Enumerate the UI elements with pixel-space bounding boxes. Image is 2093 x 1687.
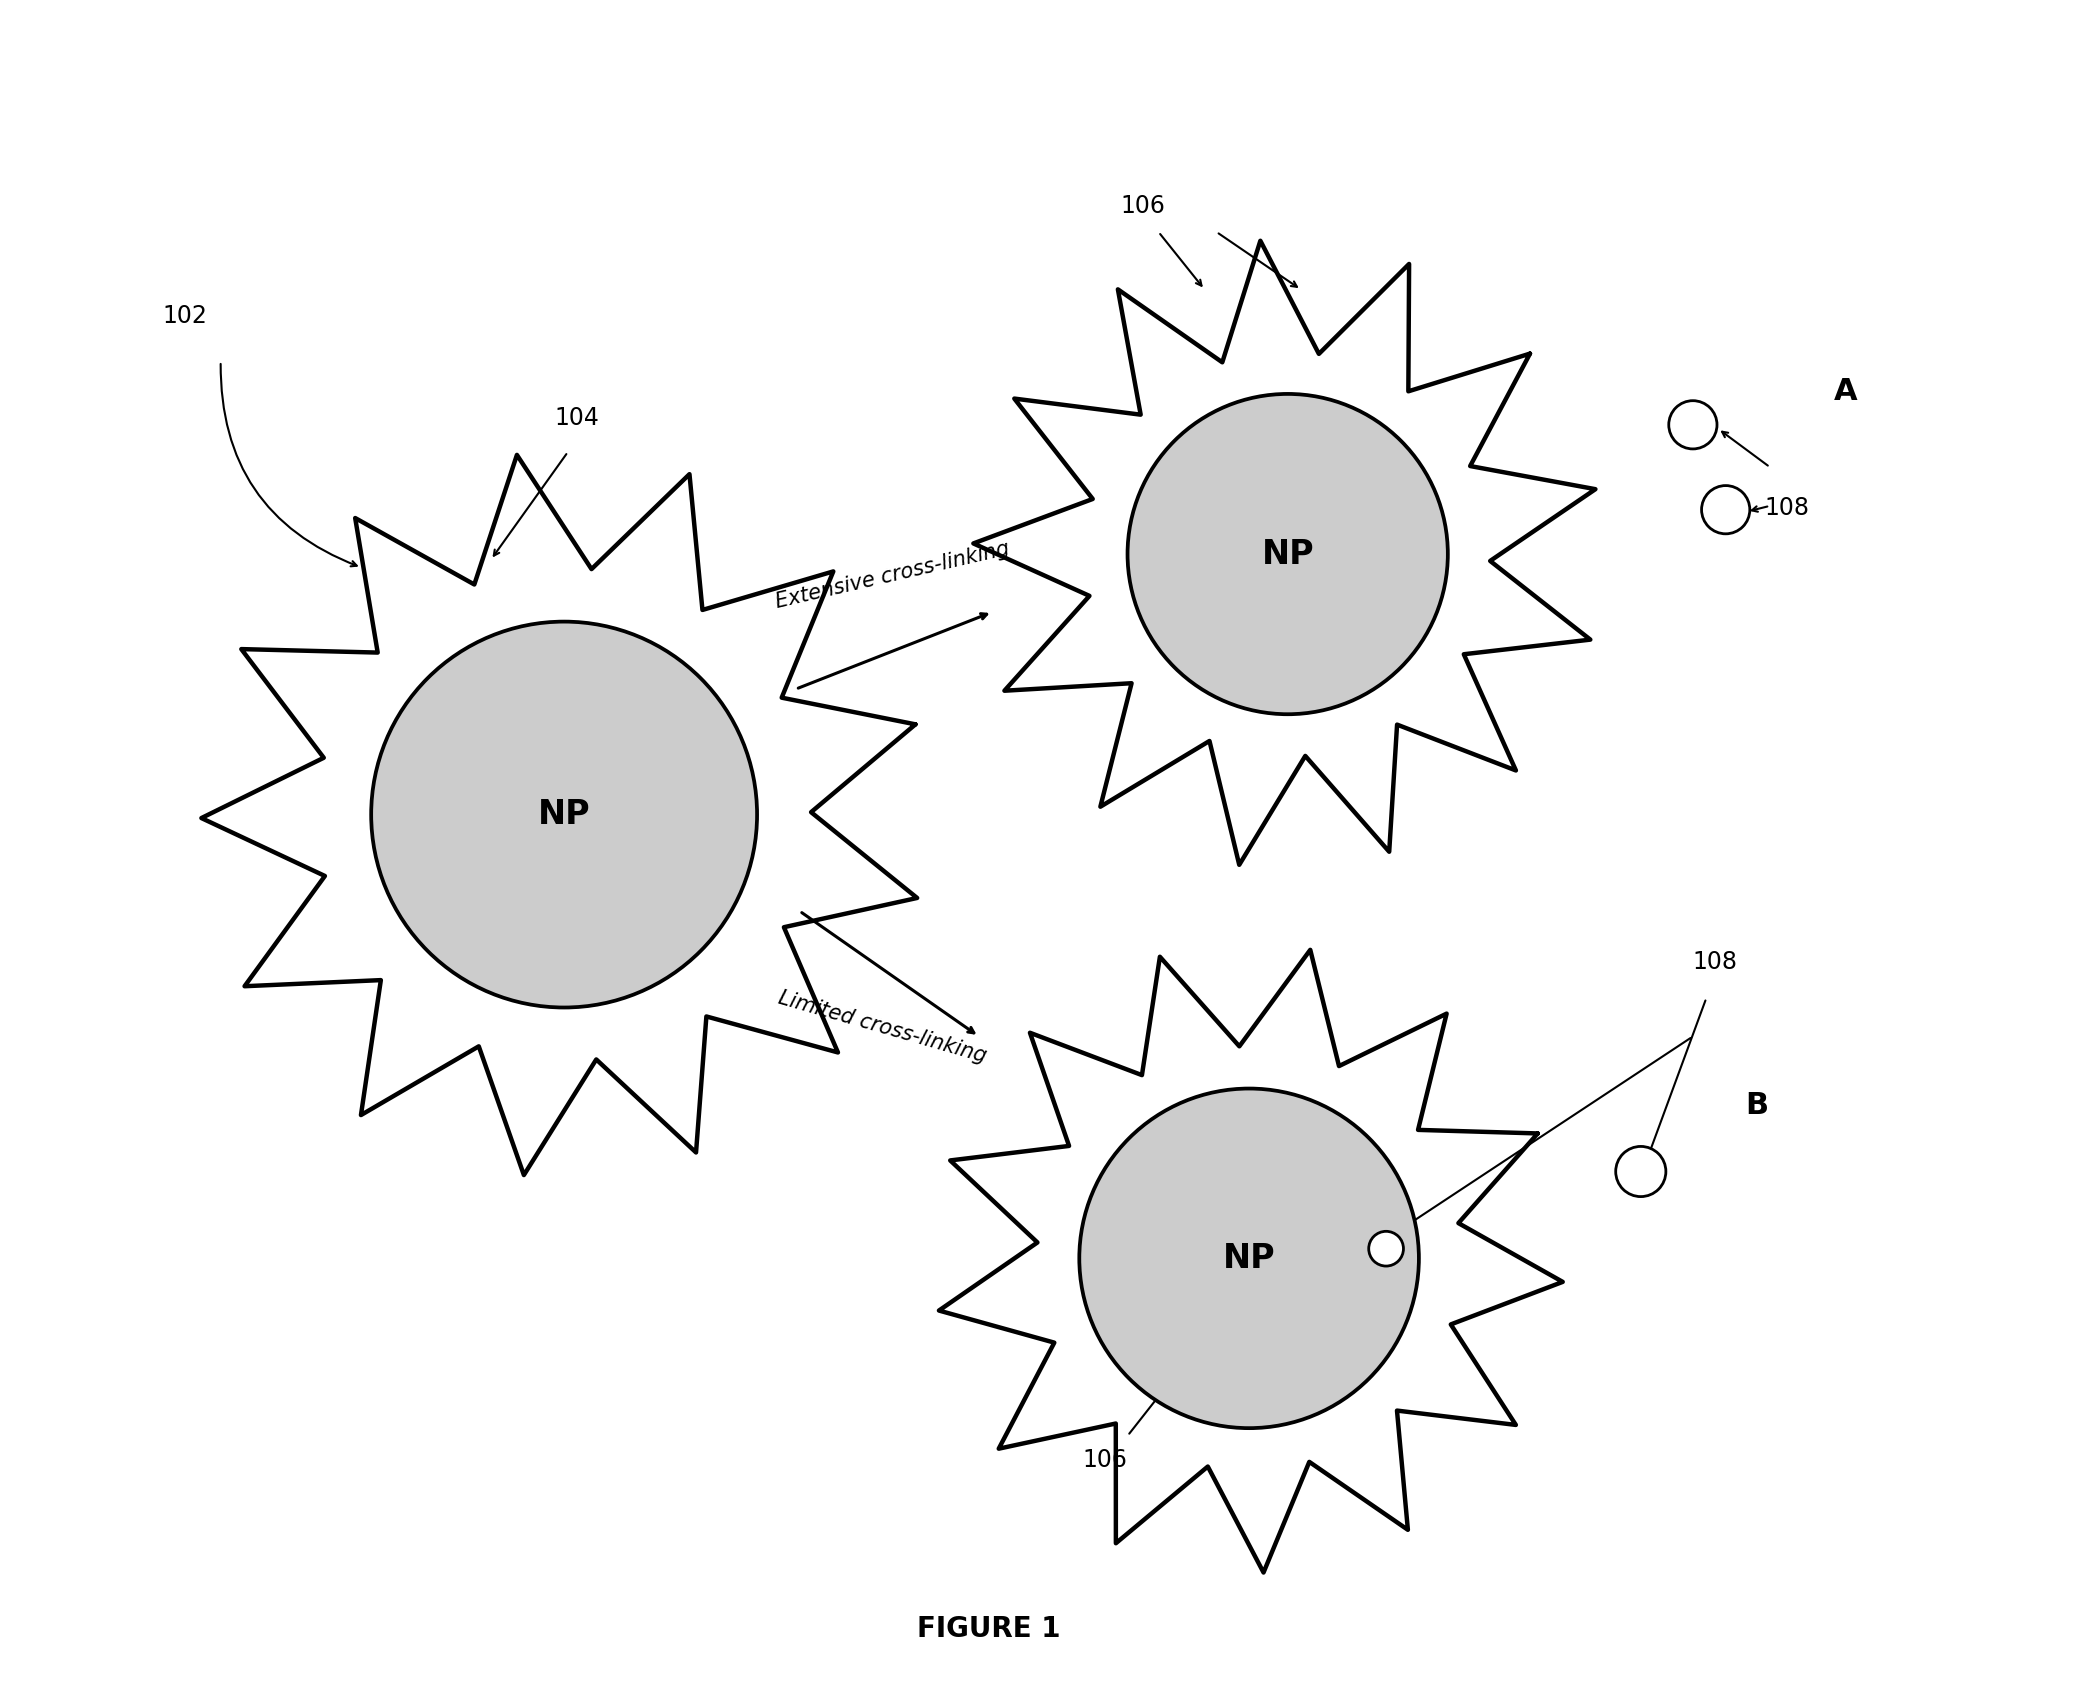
Circle shape	[1702, 486, 1750, 533]
Circle shape	[1128, 395, 1448, 714]
Text: FIGURE 1: FIGURE 1	[917, 1614, 1061, 1643]
Polygon shape	[940, 950, 1563, 1572]
Circle shape	[1616, 1147, 1666, 1196]
Circle shape	[1080, 1088, 1419, 1429]
Text: NP: NP	[538, 798, 590, 832]
Circle shape	[1668, 402, 1716, 449]
Circle shape	[1369, 1232, 1404, 1265]
Circle shape	[370, 621, 758, 1007]
Text: 106: 106	[1082, 1447, 1126, 1471]
Polygon shape	[973, 241, 1595, 865]
Text: NP: NP	[1262, 538, 1314, 570]
Text: Limited cross-linking: Limited cross-linking	[777, 989, 988, 1066]
Text: 108: 108	[1693, 950, 1737, 973]
Polygon shape	[201, 455, 917, 1176]
Text: NP: NP	[1222, 1242, 1275, 1275]
Text: 108: 108	[1764, 496, 1808, 521]
Text: 104: 104	[555, 407, 599, 430]
Text: 106: 106	[1120, 194, 1166, 218]
Text: B: B	[1746, 1090, 1769, 1120]
Text: 102: 102	[163, 304, 207, 327]
Text: Extensive cross-linking: Extensive cross-linking	[772, 538, 1011, 612]
Text: A: A	[1833, 376, 1856, 405]
